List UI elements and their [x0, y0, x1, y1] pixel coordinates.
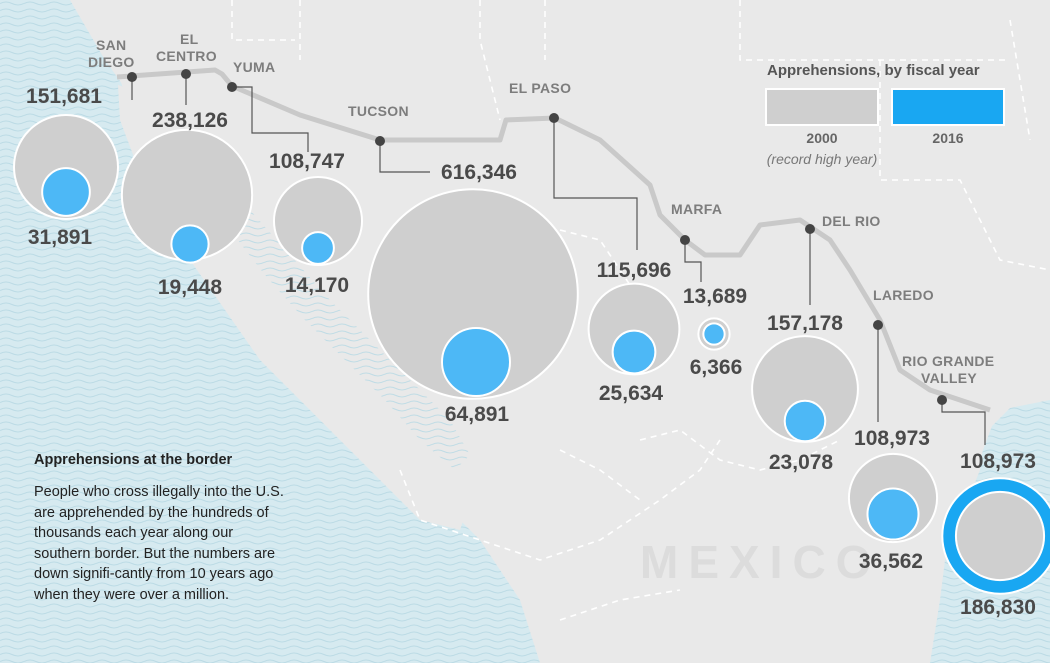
explanatory-note: Apprehensions at the border People who c…: [34, 452, 284, 605]
sector-name-labels: SAN DIEGO EL CENTRO YUMA TUCSON EL PASO MA…: [88, 31, 994, 386]
sector-name-line: RIO GRANDE: [902, 353, 994, 369]
bubble-2016-laredo: [866, 487, 920, 541]
sector-name-rio-grande-valley: RIO GRANDE VALLEY: [902, 353, 994, 386]
value-2016-yuma: 14,170: [285, 274, 349, 297]
station-dot-rio-grande-valley: [937, 395, 947, 405]
station-dot-san-diego: [127, 72, 137, 82]
sector-name-marfa: MARFA: [671, 201, 722, 217]
value-2016-san-diego: 31,891: [28, 226, 93, 249]
station-dot-el-centro: [181, 69, 191, 79]
sector-name-line: CENTRO: [156, 48, 217, 64]
value-2016-tucson: 64,891: [445, 403, 510, 426]
leader-lines: [131, 74, 986, 445]
us-mexico-border-line: [116, 67, 991, 413]
legend-year-2000: 2000: [806, 130, 837, 146]
legend-note-2000: (record high year): [767, 151, 878, 167]
station-dot-tucson: [375, 136, 385, 146]
sector-name-yuma: YUMA: [233, 59, 275, 75]
apprehension-bubbles: 151,681 31,891 238,126 19,448 108,747 14,170 6…: [13, 85, 1050, 619]
state-boundaries: [231, 0, 1050, 621]
legend-year-2016: 2016: [932, 130, 963, 146]
sector-name-el-paso: EL PASO: [509, 80, 571, 96]
legend-swatch-2016: [891, 88, 1005, 126]
sector-name-line: SAN: [96, 37, 126, 53]
bubble-2016-el-centro: [170, 224, 210, 264]
value-2000-laredo: 108,973: [854, 427, 930, 450]
value-2016-laredo: 36,562: [859, 550, 923, 573]
station-dot-yuma: [227, 82, 237, 92]
legend-title: Apprehensions, by fiscal year: [767, 62, 980, 79]
bubble-2016-tucson: [440, 326, 512, 398]
bubble-2016-el-paso: [611, 329, 657, 375]
value-2016-el-paso: 25,634: [599, 382, 664, 405]
legend: Apprehensions, by fiscal year 2000 (reco…: [765, 62, 1005, 167]
value-2000-san-diego: 151,681: [26, 85, 102, 108]
bubble-2016-marfa: [702, 322, 726, 346]
gulf-of-california: [215, 175, 470, 470]
value-2000-el-paso: 115,696: [597, 259, 672, 282]
value-2016-marfa: 6,366: [690, 356, 743, 379]
bubble-2000-san-diego: [13, 114, 119, 220]
value-2016-el-centro: 19,448: [158, 276, 223, 299]
sector-name-laredo: LAREDO: [873, 287, 934, 303]
bubble-2016-san-diego: [41, 167, 91, 217]
value-2016-del-rio: 23,078: [769, 451, 834, 474]
sector-name-tucson: TUCSON: [348, 103, 409, 119]
sector-name-del-rio: DEL RIO: [822, 213, 881, 229]
legend-swatch-2000: [765, 88, 879, 126]
sector-stations: [127, 69, 947, 405]
value-2000-rio-grande-valley: 108,973: [960, 450, 1036, 473]
station-dot-del-rio: [805, 224, 815, 234]
value-2000-yuma: 108,747: [269, 150, 345, 173]
value-2000-del-rio: 157,178: [767, 312, 843, 335]
bubble-2016-del-rio: [783, 399, 827, 443]
sector-name-el-centro: EL CENTRO: [156, 31, 217, 64]
sector-name-line: VALLEY: [921, 370, 977, 386]
bubble-2000-yuma: [272, 175, 364, 267]
value-2016-rio-grande-valley: 186,830: [960, 596, 1036, 619]
bubble-2000-el-paso: [587, 282, 681, 376]
value-2000-el-centro: 238,126: [152, 109, 228, 132]
bubble-2000-rio-grande-valley: [954, 490, 1046, 582]
station-dot-el-paso: [549, 113, 559, 123]
sector-name-line: DIEGO: [88, 54, 135, 70]
note-title: Apprehensions at the border: [34, 452, 233, 468]
value-2000-marfa: 13,689: [683, 285, 747, 308]
country-label-mexico: MEXICO: [640, 536, 881, 588]
station-dot-marfa: [680, 235, 690, 245]
value-2000-tucson: 616,346: [441, 161, 517, 184]
station-dot-laredo: [873, 320, 883, 330]
bubble-2000-tucson: [367, 188, 579, 400]
sector-name-line: EL: [180, 31, 199, 47]
note-body: People who cross illegally into the U.S.…: [34, 484, 284, 603]
bubble-2016-yuma: [301, 231, 335, 265]
sector-name-san-diego: SAN DIEGO: [88, 37, 135, 70]
